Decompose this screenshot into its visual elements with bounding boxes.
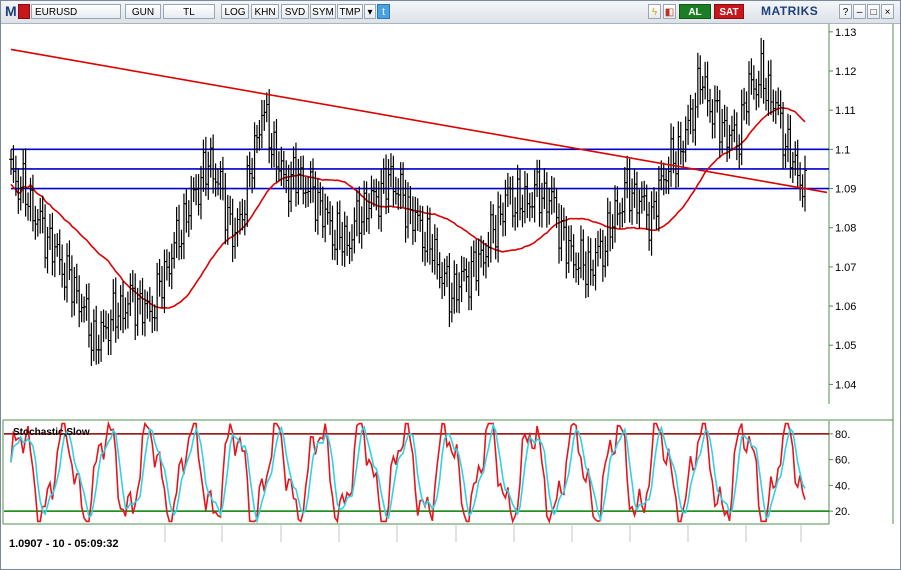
close-icon[interactable]: × bbox=[881, 4, 894, 19]
price-axis-label: 1.12 bbox=[835, 66, 856, 78]
app-logo: M bbox=[5, 3, 17, 19]
price-axis-label: 1.09 bbox=[835, 184, 856, 196]
tmp-button[interactable]: TMP bbox=[337, 4, 363, 19]
log-button[interactable]: LOG bbox=[221, 4, 249, 19]
period-button[interactable]: GUN bbox=[125, 4, 161, 19]
svd-button[interactable]: SVD bbox=[281, 4, 309, 19]
khn-button[interactable]: KHN bbox=[251, 4, 279, 19]
sell-button[interactable]: SAT bbox=[714, 4, 744, 19]
toolbar: M EURUSD GUN TL LOG KHN SVD SYM TMP ▾ t … bbox=[1, 1, 900, 24]
sym-button[interactable]: SYM bbox=[310, 4, 336, 19]
stochastic-axis-label: 40. bbox=[835, 480, 850, 492]
currency-button[interactable]: TL bbox=[163, 4, 215, 19]
price-axis-label: 1.06 bbox=[835, 301, 856, 313]
brand-logo: MATRIKS bbox=[761, 4, 819, 18]
price-axis-label: 1.07 bbox=[835, 262, 856, 274]
price-axis-label: 1.13 bbox=[835, 27, 856, 39]
cursor-readout: 1.0907 - 10 - 05:09:32 bbox=[9, 538, 119, 550]
dropdown-arrow-icon[interactable]: ▾ bbox=[364, 4, 376, 19]
price-axis-label: 1.05 bbox=[835, 340, 856, 352]
stochastic-title: Stochastic,Slow bbox=[13, 427, 90, 438]
help-icon[interactable]: ? bbox=[839, 4, 852, 19]
twitter-icon[interactable]: t bbox=[377, 4, 390, 19]
minimize-icon[interactable]: – bbox=[853, 4, 866, 19]
price-chart[interactable]: 1.131.121.111.11.091.081.071.061.051.04 … bbox=[1, 24, 900, 542]
stochastic-k-line bbox=[10, 420, 806, 524]
close-symbol-icon[interactable] bbox=[18, 4, 30, 19]
buy-button[interactable]: AL bbox=[679, 4, 711, 19]
maximize-icon[interactable]: □ bbox=[867, 4, 880, 19]
price-axis-label: 1.11 bbox=[835, 105, 856, 117]
stochastic-axis-label: 60. bbox=[835, 455, 850, 467]
price-axis-label: 1.08 bbox=[835, 223, 856, 235]
lightning-icon[interactable]: ϟ bbox=[648, 4, 661, 19]
price-axis-label: 1.1 bbox=[835, 144, 850, 156]
price-bar bbox=[803, 155, 807, 212]
symbol-field[interactable]: EURUSD bbox=[31, 4, 121, 19]
stochastic-axis-label: 80. bbox=[835, 429, 850, 441]
stochastic-d-line bbox=[10, 422, 806, 524]
price-axis-label: 1.04 bbox=[835, 379, 856, 391]
stochastic-axis-label: 20. bbox=[835, 506, 850, 518]
chart-tools-icon[interactable]: ◧ bbox=[663, 4, 676, 19]
trend-line[interactable] bbox=[10, 48, 828, 194]
